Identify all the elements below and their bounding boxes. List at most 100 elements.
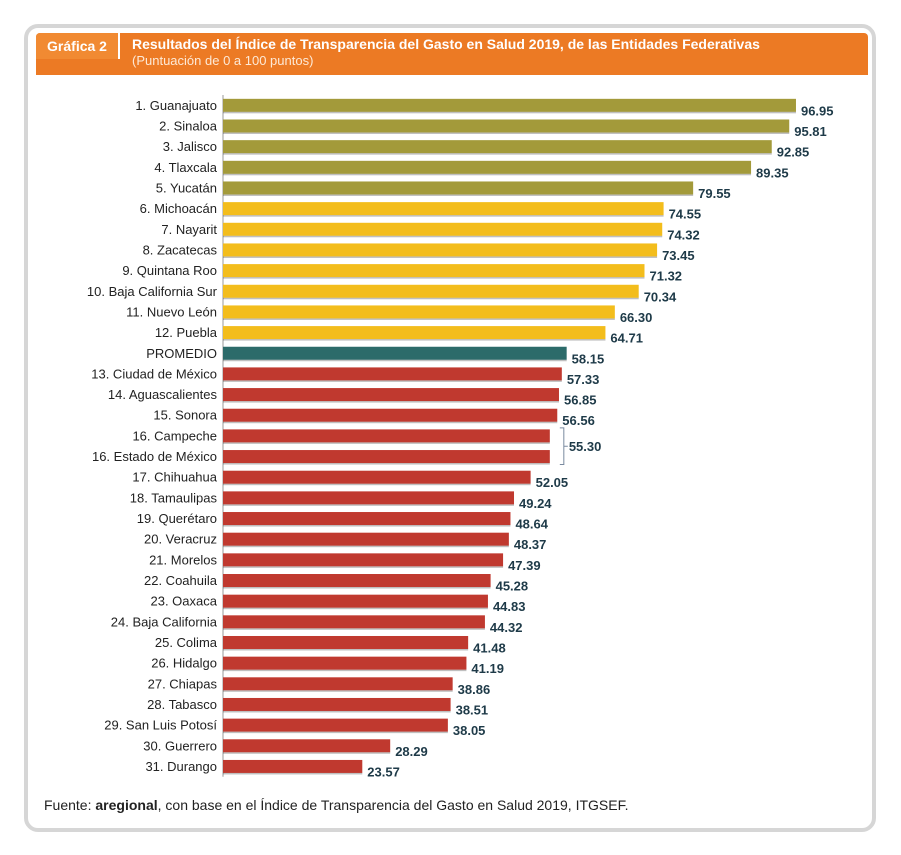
bar bbox=[223, 491, 515, 505]
bar-shadow bbox=[223, 752, 391, 754]
source-prefix: Fuente: bbox=[44, 797, 96, 813]
value-label: 47.39 bbox=[508, 558, 541, 573]
category-label: 17. Chihuahua bbox=[132, 470, 217, 485]
category-label: 14. Aguascalientes bbox=[108, 387, 218, 402]
value-label: 58.15 bbox=[572, 351, 605, 366]
bar-shadow bbox=[223, 132, 790, 134]
value-label: 74.32 bbox=[667, 227, 700, 242]
bar-shadow bbox=[223, 401, 559, 403]
bar-shadow bbox=[223, 483, 531, 486]
value-label: 38.86 bbox=[458, 682, 491, 697]
category-label: 12. Puebla bbox=[155, 325, 218, 340]
bar bbox=[223, 181, 694, 195]
bar-shadow bbox=[223, 442, 550, 444]
bar-shadow bbox=[223, 359, 567, 362]
value-label: 49.24 bbox=[519, 496, 552, 511]
bar bbox=[223, 615, 485, 629]
category-label: 1. Guanajuato bbox=[135, 98, 217, 113]
chart-card bbox=[24, 24, 876, 832]
bar bbox=[223, 346, 567, 360]
category-label: 23. Oaxaca bbox=[151, 594, 218, 609]
bar bbox=[223, 408, 558, 422]
category-label: 24. Baja California bbox=[111, 614, 218, 629]
category-label: 16. Estado de México bbox=[92, 449, 217, 464]
bar bbox=[223, 512, 511, 526]
bracket-value-label: 55.30 bbox=[569, 439, 602, 454]
chart-header: Gráfica 2 Resultados del Índice de Trans… bbox=[36, 33, 868, 73]
bar bbox=[223, 759, 363, 773]
category-label: 22. Coahuila bbox=[144, 573, 218, 588]
bar bbox=[223, 450, 550, 464]
bar-shadow bbox=[223, 463, 550, 465]
source-text: , con base en el Índice de Transparencia… bbox=[157, 797, 629, 813]
category-label: 26. Hidalgo bbox=[151, 656, 217, 671]
bar-shadow bbox=[223, 297, 639, 300]
bar bbox=[223, 574, 491, 588]
bar-shadow bbox=[223, 587, 491, 589]
value-label: 57.33 bbox=[567, 372, 600, 387]
value-label: 23.57 bbox=[367, 764, 400, 779]
value-label: 89.35 bbox=[756, 165, 789, 180]
bar-shadow bbox=[223, 173, 752, 176]
bar-shadow bbox=[223, 731, 448, 734]
category-label: PROMEDIO bbox=[146, 346, 217, 361]
bar-shadow bbox=[223, 772, 363, 775]
value-label: 73.45 bbox=[662, 248, 695, 263]
category-label: 16. Campeche bbox=[132, 428, 217, 443]
bar-shadow bbox=[223, 339, 606, 341]
source-note: Fuente: aregional, con base en el Índice… bbox=[44, 797, 628, 813]
category-label: 7. Nayarit bbox=[161, 222, 217, 237]
bar-shadow bbox=[223, 277, 645, 279]
bar bbox=[223, 160, 752, 174]
category-label: 5. Yucatán bbox=[156, 180, 217, 195]
bar bbox=[223, 264, 645, 278]
bar-shadow bbox=[223, 318, 615, 320]
category-label: 9. Quintana Roo bbox=[122, 263, 217, 278]
value-label: 64.71 bbox=[610, 331, 643, 346]
bar bbox=[223, 677, 453, 691]
bar-shadow bbox=[223, 215, 664, 217]
category-label: 8. Zacatecas bbox=[143, 242, 218, 257]
value-label: 96.95 bbox=[801, 103, 834, 118]
category-label: 4. Tlaxcala bbox=[154, 160, 217, 175]
bar-shadow bbox=[223, 256, 658, 258]
bar bbox=[223, 739, 391, 753]
bar bbox=[223, 119, 790, 133]
bar-shadow bbox=[223, 525, 511, 527]
bar-shadow bbox=[223, 628, 485, 630]
bar-shadow bbox=[223, 690, 453, 692]
category-label: 29. San Luis Potosí bbox=[104, 718, 217, 733]
value-label: 41.19 bbox=[471, 661, 504, 676]
bar bbox=[223, 697, 451, 711]
bar bbox=[223, 326, 606, 340]
bar bbox=[223, 140, 772, 154]
bar-shadow bbox=[223, 153, 772, 155]
category-label: 30. Guerrero bbox=[143, 738, 217, 753]
value-label: 66.30 bbox=[620, 310, 653, 325]
value-label: 41.48 bbox=[473, 640, 506, 655]
bar bbox=[223, 305, 615, 319]
value-label: 44.32 bbox=[490, 620, 523, 635]
bar-shadow bbox=[223, 111, 796, 114]
category-label: 19. Querétaro bbox=[137, 511, 217, 526]
bar bbox=[223, 98, 796, 112]
bar bbox=[223, 656, 467, 670]
category-label: 21. Morelos bbox=[149, 552, 217, 567]
value-label: 48.37 bbox=[514, 537, 547, 552]
category-label: 31. Durango bbox=[145, 759, 217, 774]
value-label: 52.05 bbox=[536, 475, 569, 490]
bar bbox=[223, 470, 531, 484]
value-label: 92.85 bbox=[777, 145, 810, 160]
source-author: aregional bbox=[95, 797, 158, 813]
bar bbox=[223, 635, 469, 649]
bar-shadow bbox=[223, 648, 469, 651]
bar bbox=[223, 718, 448, 732]
bar bbox=[223, 594, 488, 608]
bar-shadow bbox=[223, 566, 504, 568]
value-label: 71.32 bbox=[650, 269, 683, 284]
bar bbox=[223, 243, 658, 257]
category-label: 18. Tamaulipas bbox=[130, 490, 218, 505]
category-label: 20. Veracruz bbox=[144, 532, 217, 547]
category-label: 13. Ciudad de México bbox=[91, 366, 217, 381]
bar-chart: 1. Guanajuato 96.95 2. Sinaloa 95.81 3. Jali… bbox=[87, 95, 834, 779]
